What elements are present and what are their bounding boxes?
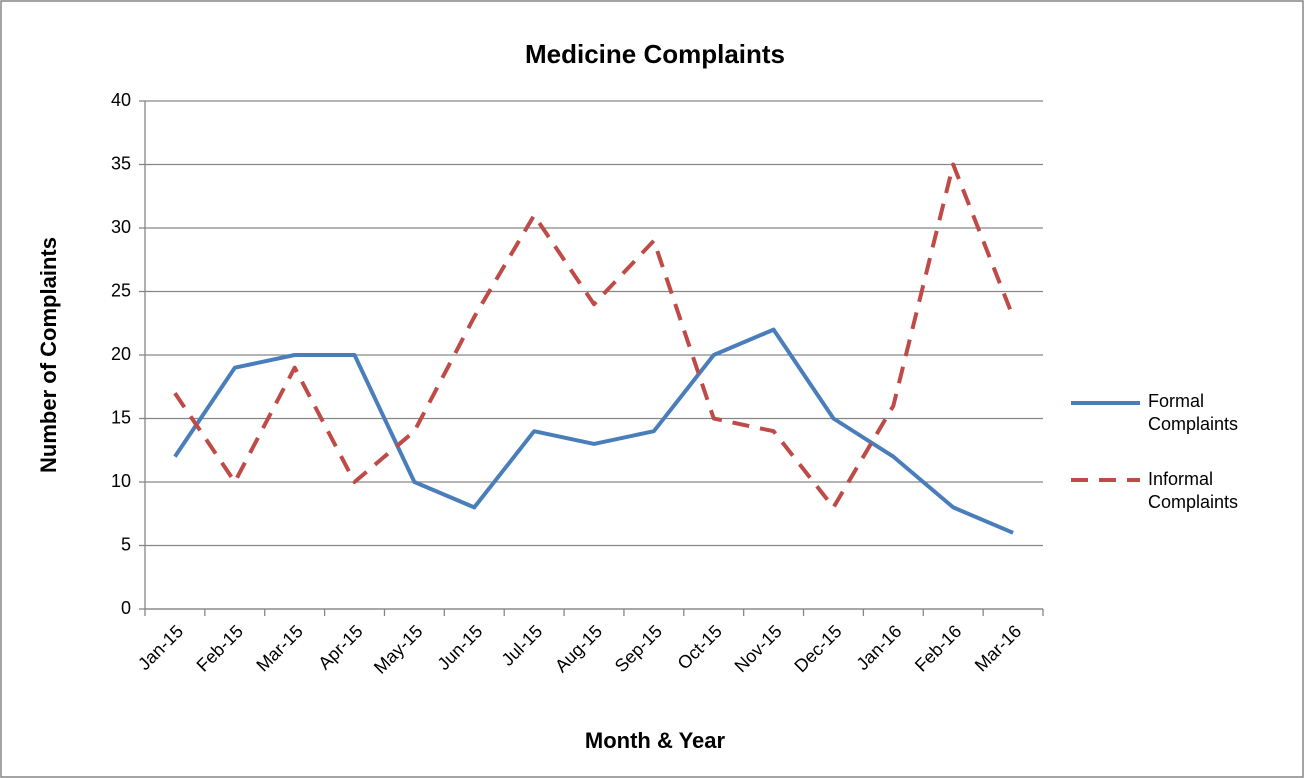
legend-item: Formal Complaints xyxy=(1148,390,1288,452)
x-axis-title: Month & Year xyxy=(585,728,726,753)
y-tick-label: 40 xyxy=(111,90,131,110)
y-tick-label: 10 xyxy=(111,471,131,491)
legend-label: Formal Complaints xyxy=(1148,391,1239,434)
legend-label: Informal Complaints xyxy=(1148,469,1239,512)
series-line xyxy=(173,162,1015,510)
y-tick-label: 25 xyxy=(111,280,131,300)
y-tick-label: 0 xyxy=(121,598,131,618)
y-tick-label: 30 xyxy=(111,217,131,237)
y-axis-title: Number of Complaints xyxy=(36,237,61,473)
series-line xyxy=(173,327,1014,535)
chart-title: Medicine Complaints xyxy=(525,39,785,69)
y-tick-label: 5 xyxy=(121,534,131,554)
legend-item: Informal Complaints xyxy=(1148,468,1288,530)
y-tick-label: 15 xyxy=(111,407,131,427)
y-tick-label: 35 xyxy=(111,153,131,173)
y-tick-label: 20 xyxy=(111,344,131,364)
legend: Formal Complaints Informal Complaints xyxy=(1148,390,1288,546)
